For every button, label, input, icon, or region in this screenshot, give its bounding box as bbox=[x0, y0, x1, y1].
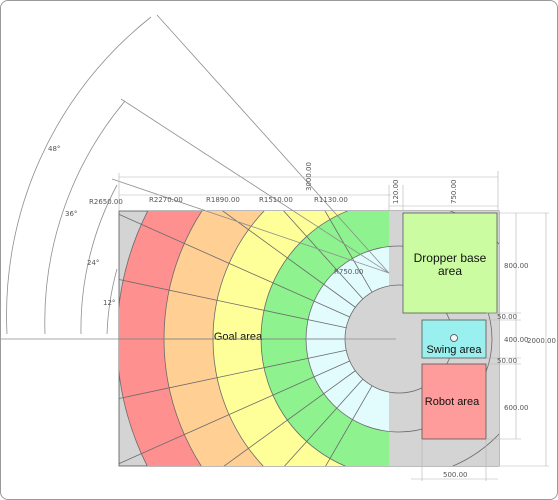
dim-750-label: 750.00 bbox=[450, 180, 458, 205]
dropper-base-area bbox=[402, 212, 498, 314]
radius-1130-label: R1130.00 bbox=[314, 196, 348, 204]
radial-division-line bbox=[119, 279, 347, 329]
dropper-base-label-line2: area bbox=[438, 264, 462, 278]
radial-division-line bbox=[283, 211, 364, 300]
angle-48-label: 48° bbox=[48, 145, 60, 153]
right-dimension-lines bbox=[486, 212, 549, 467]
radius-1890-label: R1890.00 bbox=[206, 196, 240, 204]
radial-division-line bbox=[119, 213, 350, 318]
top-dimension-lines bbox=[118, 171, 499, 211]
radius-1510-label: R1510.00 bbox=[259, 196, 293, 204]
radius-750-label: R750.00 bbox=[334, 268, 363, 276]
swing-marker-icon bbox=[450, 334, 458, 342]
angle-24-label: 24° bbox=[87, 259, 99, 267]
radius-2650-label: R2650.00 bbox=[89, 198, 123, 206]
robot-area-label: Robot area bbox=[425, 396, 480, 408]
dim-50-upper-label: 50.00 bbox=[497, 313, 517, 321]
dropper-base-label-line1: Dropper base bbox=[414, 251, 487, 265]
swing-area-label: Swing area bbox=[426, 344, 482, 356]
radial-division-line bbox=[284, 378, 364, 466]
radial-division-line bbox=[325, 385, 373, 466]
radial-division-line bbox=[222, 211, 356, 308]
dim-2000-label: 2000.00 bbox=[527, 337, 556, 345]
dim-3000-label: 3000.00 bbox=[305, 162, 313, 191]
radial-division-line bbox=[223, 370, 356, 466]
dim-600-label: 600.00 bbox=[504, 404, 529, 412]
angle-36-label: 36° bbox=[65, 210, 77, 218]
radius-2270-label: R2270.00 bbox=[149, 196, 183, 204]
robot-area bbox=[421, 363, 487, 440]
bottom-dimension-lines bbox=[411, 439, 498, 481]
dim-120-label: 120.00 bbox=[392, 180, 400, 205]
goal-area-label: Goal area bbox=[214, 331, 263, 343]
radial-division-line bbox=[324, 211, 373, 293]
dim-50-lower-label: 50.00 bbox=[497, 357, 517, 365]
dim-800-label: 800.00 bbox=[504, 262, 529, 270]
radial-division-line bbox=[119, 360, 350, 465]
dim-500-label: 500.00 bbox=[443, 471, 468, 479]
dim-400-label: 400.00 bbox=[504, 336, 529, 344]
angle-reference-lines bbox=[1, 14, 396, 340]
radial-division-line bbox=[119, 349, 347, 399]
angle-12-label: 12° bbox=[103, 299, 115, 307]
